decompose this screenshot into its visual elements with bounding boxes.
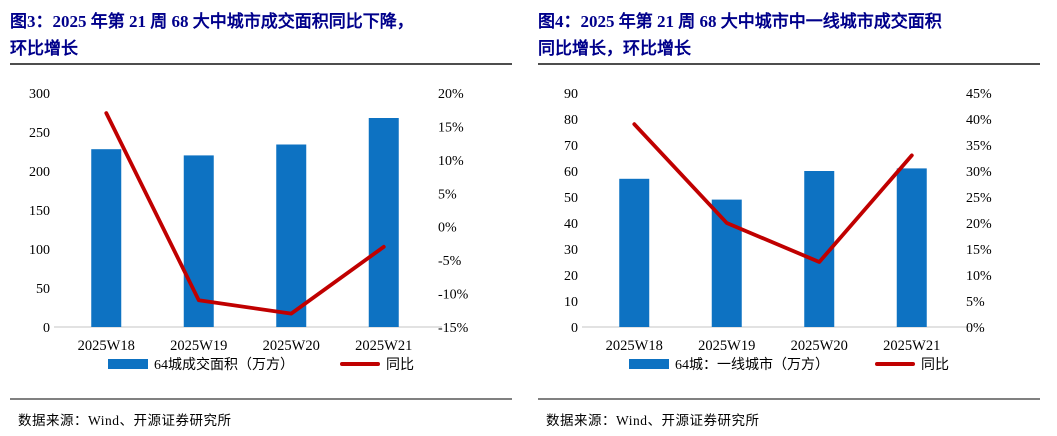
svg-text:45%: 45% (966, 87, 992, 102)
line-series-label: 同比 (386, 358, 414, 373)
bar-series-label: 64城：一线城市（万方） (675, 358, 829, 373)
figure-3-legend: 64城成交面积（万方） 同比 (10, 354, 512, 374)
svg-text:10%: 10% (966, 269, 992, 284)
svg-text:2025W20: 2025W20 (263, 338, 320, 354)
svg-text:20%: 20% (438, 87, 464, 102)
figure-3-title: 图3：2025 年第 21 周 68 大中城市成交面积同比下降， 环比增长 (10, 8, 512, 62)
svg-text:2025W20: 2025W20 (791, 338, 848, 354)
svg-text:2025W21: 2025W21 (355, 338, 412, 354)
svg-text:60: 60 (564, 165, 578, 180)
figure-3-title-line-2: 环比增长 (10, 39, 78, 58)
svg-text:100: 100 (29, 243, 50, 258)
bar-series-swatch (629, 359, 669, 369)
legend-item-line-series: 同比 (340, 354, 414, 374)
svg-text:30%: 30% (966, 165, 992, 180)
svg-text:250: 250 (29, 126, 50, 141)
svg-text:5%: 5% (966, 295, 985, 310)
svg-text:35%: 35% (966, 139, 992, 154)
svg-text:0%: 0% (966, 321, 985, 336)
svg-text:0: 0 (43, 321, 50, 336)
line-series-swatch (875, 362, 915, 366)
title-divider (10, 63, 512, 65)
svg-text:15%: 15% (438, 120, 464, 135)
svg-text:-10%: -10% (438, 288, 469, 303)
figure-3-chart-canvas: 0 50 100 150 200 250 300 -15% -10% -5% 0% 5% 10% 15% 2… (29, 87, 469, 354)
svg-text:10%: 10% (438, 154, 464, 169)
line-series-label: 同比 (921, 358, 949, 373)
svg-text:-15%: -15% (438, 321, 469, 336)
figure-4-panel: 图4：2025 年第 21 周 68 大中城市中一线城市成交面积 同比增长，环比… (528, 0, 1056, 436)
svg-text:2025W21: 2025W21 (883, 338, 940, 354)
source-divider (10, 398, 512, 400)
line-series-swatch (340, 362, 380, 366)
svg-text:20: 20 (564, 269, 578, 284)
svg-text:200: 200 (29, 165, 50, 180)
bar-series-label: 64城成交面积（万方） (154, 358, 294, 373)
source-divider (538, 398, 1040, 400)
legend-item-line-series: 同比 (875, 354, 949, 374)
svg-text:40%: 40% (966, 113, 992, 128)
svg-text:50: 50 (36, 282, 50, 297)
svg-text:25%: 25% (966, 191, 992, 206)
bar-series-swatch (108, 359, 148, 369)
figure-4-source: 数据来源：Wind、开源证券研究所 (546, 413, 760, 428)
svg-text:2025W19: 2025W19 (170, 338, 227, 354)
svg-text:10: 10 (564, 295, 578, 310)
svg-text:40: 40 (564, 217, 578, 232)
svg-text:70: 70 (564, 139, 578, 154)
svg-text:5%: 5% (438, 187, 457, 202)
svg-text:150: 150 (29, 204, 50, 219)
figure-4-chart-canvas: 0 10 20 30 40 50 60 70 80 90 0% 5% 10% 15% 20% 25% 30% 35… (564, 87, 992, 354)
svg-text:-5%: -5% (438, 254, 462, 269)
figure-3-source: 数据来源：Wind、开源证券研究所 (18, 413, 232, 428)
svg-text:2025W18: 2025W18 (606, 338, 663, 354)
figure-4-title-line-2: 同比增长，环比增长 (538, 39, 691, 58)
figure-3-title-line-1: 图3：2025 年第 21 周 68 大中城市成交面积同比下降， (10, 12, 414, 31)
svg-text:20%: 20% (966, 217, 992, 232)
figure-4-legend: 64城：一线城市（万方） 同比 (538, 354, 1040, 374)
svg-text:15%: 15% (966, 243, 992, 258)
legend-item-bar-series: 64城：一线城市（万方） (629, 354, 829, 374)
svg-text:2025W18: 2025W18 (78, 338, 135, 354)
title-divider (538, 63, 1040, 65)
svg-text:30: 30 (564, 243, 578, 258)
figure-4-title-line-1: 图4：2025 年第 21 周 68 大中城市中一线城市成交面积 (538, 12, 942, 31)
svg-text:0: 0 (571, 321, 578, 336)
legend-item-bar-series: 64城成交面积（万方） (108, 354, 294, 374)
svg-text:0%: 0% (438, 221, 457, 236)
svg-text:90: 90 (564, 87, 578, 102)
svg-text:80: 80 (564, 113, 578, 128)
figure-3-panel: 图3：2025 年第 21 周 68 大中城市成交面积同比下降， 环比增长 0 5… (0, 0, 528, 436)
svg-text:300: 300 (29, 87, 50, 102)
svg-text:2025W19: 2025W19 (698, 338, 755, 354)
svg-text:50: 50 (564, 191, 578, 206)
figure-4-title: 图4：2025 年第 21 周 68 大中城市中一线城市成交面积 同比增长，环比… (538, 8, 1040, 62)
